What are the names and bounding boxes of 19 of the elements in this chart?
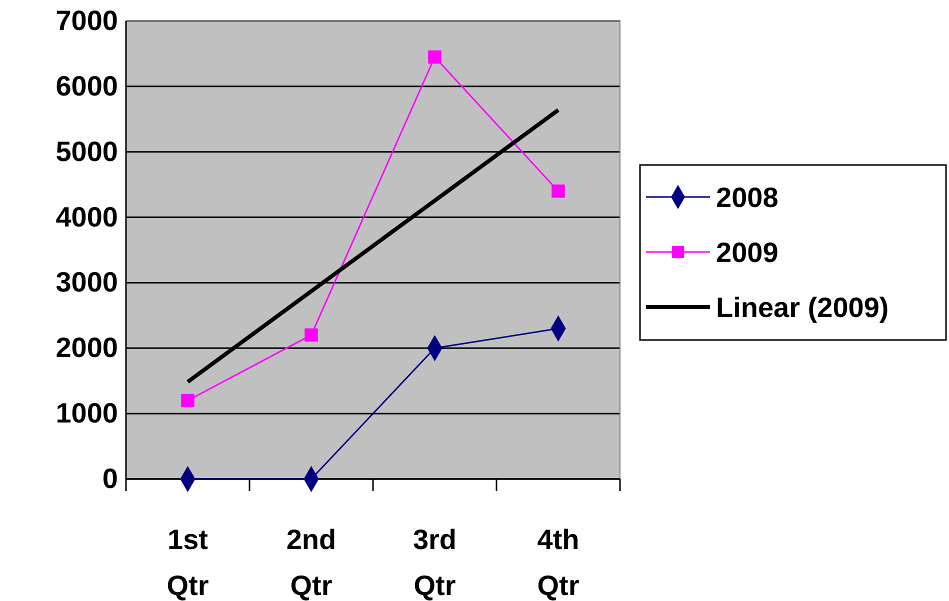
y-tick-label: 1000 [56,398,118,429]
legend-label: 2008 [716,182,778,213]
y-tick-label: 3000 [56,266,118,298]
y-tick-label: 4000 [56,201,118,232]
x-tick-label: 2nd Qtr [286,524,336,601]
y-tick-label: 0 [102,462,118,494]
y-tick-label: 7000 [56,4,118,36]
point [181,394,194,408]
legend-label: 2009 [716,237,778,268]
x-tick-label: 3rd Qtr [412,524,457,601]
point [428,50,442,64]
y-tick-label: 5000 [56,136,118,167]
y-tick-label: 2000 [56,332,118,364]
y-tick-label: 6000 [56,70,118,102]
point [552,184,565,198]
x-tick-label: 4th Qtr [537,524,580,601]
x-tick-label: 1st Qtr [166,524,209,601]
point [304,328,318,342]
legend-label: Linear (2009) [716,292,889,323]
